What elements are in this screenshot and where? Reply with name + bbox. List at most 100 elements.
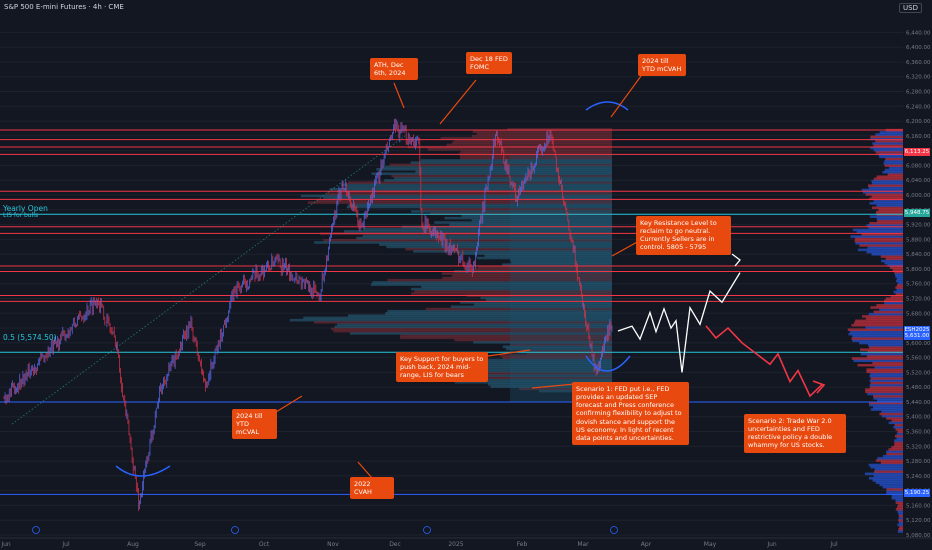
- side-profile-bar: [894, 439, 903, 442]
- side-profile-bar: [851, 357, 903, 360]
- note-key-resistance: Key Resistance Level to reclaim to go ne…: [636, 216, 731, 255]
- profile-bar: [409, 367, 612, 371]
- profile-bar: [435, 363, 612, 366]
- volume-profile-side: [847, 128, 903, 533]
- side-profile-bar: [869, 403, 903, 407]
- chart-title: S&P 500 E-mini Futures · 4h · CME: [4, 3, 124, 11]
- profile-bar: [346, 205, 612, 209]
- profile-bar: [519, 387, 612, 391]
- side-profile-bar: [865, 326, 903, 329]
- price-tick-label: 6,080.00: [906, 163, 931, 169]
- profile-bar: [502, 345, 612, 349]
- side-profile-bar: [855, 319, 903, 323]
- side-profile-bar: [895, 508, 903, 511]
- profile-bar: [499, 354, 612, 357]
- time-tick-label: Jul: [829, 541, 838, 548]
- price-tick-label: 5,840.00: [906, 252, 931, 258]
- event-marker: [32, 526, 40, 534]
- side-profile-bar: [882, 170, 903, 174]
- profile-bar: [440, 136, 612, 140]
- profile-bar: [484, 254, 612, 258]
- profile-bar: [415, 369, 612, 373]
- price-tick-label: 6,200.00: [906, 119, 931, 125]
- side-profile-bar: [865, 390, 903, 394]
- profile-bar: [510, 258, 612, 262]
- side-profile-bar: [870, 135, 903, 139]
- side-profile-bar: [873, 148, 903, 152]
- time-tick-label: Oct: [259, 541, 270, 548]
- profile-bar: [461, 214, 612, 218]
- side-profile-bar: [896, 288, 903, 292]
- side-profile-bar: [854, 239, 903, 243]
- side-profile-bar: [873, 394, 903, 398]
- side-profile-bar: [859, 341, 903, 345]
- side-profile-bar: [876, 304, 903, 307]
- side-profile-bar: [889, 166, 903, 170]
- side-profile-bar: [877, 457, 903, 460]
- price-tick-label: 5,800.00: [906, 267, 931, 273]
- side-profile-bar: [873, 199, 903, 203]
- side-profile-bar: [871, 253, 903, 256]
- profile-bar: [362, 227, 612, 231]
- profile-bar: [430, 212, 612, 215]
- side-profile-bar: [890, 295, 903, 298]
- profile-bar: [314, 241, 612, 244]
- currency-badge[interactable]: USD: [899, 3, 922, 13]
- price-tick-label: 5,760.00: [906, 282, 931, 288]
- side-profile-bar: [855, 237, 903, 241]
- profile-bar: [442, 276, 612, 280]
- side-profile-bar: [866, 355, 903, 358]
- profile-bar: [385, 312, 612, 315]
- side-profile-bar: [873, 144, 903, 147]
- profile-bar: [454, 338, 612, 342]
- price-badge: ESH2025 5,631.00: [904, 326, 930, 341]
- side-profile-bar: [894, 441, 903, 445]
- note-vah-2024: 2024 till YTD mCVAH: [638, 54, 686, 77]
- profile-bar: [329, 187, 612, 191]
- note-cvah-2022: 2022 CVAH: [350, 477, 394, 500]
- side-profile-bar: [886, 452, 903, 456]
- callout-pointer: [531, 383, 576, 389]
- profile-bar: [400, 336, 612, 340]
- side-profile-bar: [875, 139, 903, 143]
- side-profile-bar: [883, 454, 903, 458]
- side-profile-bar: [894, 270, 903, 274]
- profile-bar: [391, 174, 612, 178]
- side-profile-bar: [865, 388, 903, 391]
- price-tick-label: 5,880.00: [906, 237, 931, 243]
- price-tick-label: 6,440.00: [906, 30, 931, 36]
- side-profile-bar: [874, 470, 903, 473]
- side-profile-bar: [879, 412, 903, 416]
- profile-bar: [410, 287, 612, 291]
- profile-bar: [419, 207, 612, 211]
- profile-bar: [349, 332, 612, 335]
- scenario-2-arrowhead: [812, 380, 826, 394]
- profile-bar: [379, 243, 612, 247]
- side-profile-bar: [875, 481, 903, 485]
- price-badge: 5,948.75: [904, 208, 930, 217]
- price-axis-bg: [903, 0, 932, 550]
- profile-bar: [427, 148, 612, 151]
- profile-bar: [362, 234, 612, 238]
- side-profile-bar: [867, 343, 903, 347]
- side-profile-bar: [897, 281, 903, 285]
- profile-bar: [334, 325, 612, 329]
- profile-bar: [469, 358, 612, 362]
- side-profile-bar: [883, 299, 903, 303]
- profile-bar: [384, 179, 612, 182]
- horizontal-levels: [0, 129, 903, 495]
- time-axis: Jun Jul Aug Sep Oct Nov Dec 2025 Feb Mar Apr May Jun…: [0, 526, 932, 548]
- side-profile-bar: [870, 408, 903, 411]
- profile-bar: [371, 172, 612, 176]
- profile-bar: [343, 230, 612, 233]
- profile-bar: [307, 201, 612, 204]
- profile-bar: [502, 263, 612, 266]
- profile-bar: [421, 285, 612, 289]
- profile-bar: [510, 343, 612, 346]
- side-profile-bar: [872, 142, 903, 145]
- profile-bar: [480, 296, 612, 300]
- price-badge: 6,113.25: [904, 148, 930, 157]
- side-profile-bar: [895, 428, 903, 431]
- lis-bulls-label: LIS for bulls: [3, 212, 39, 219]
